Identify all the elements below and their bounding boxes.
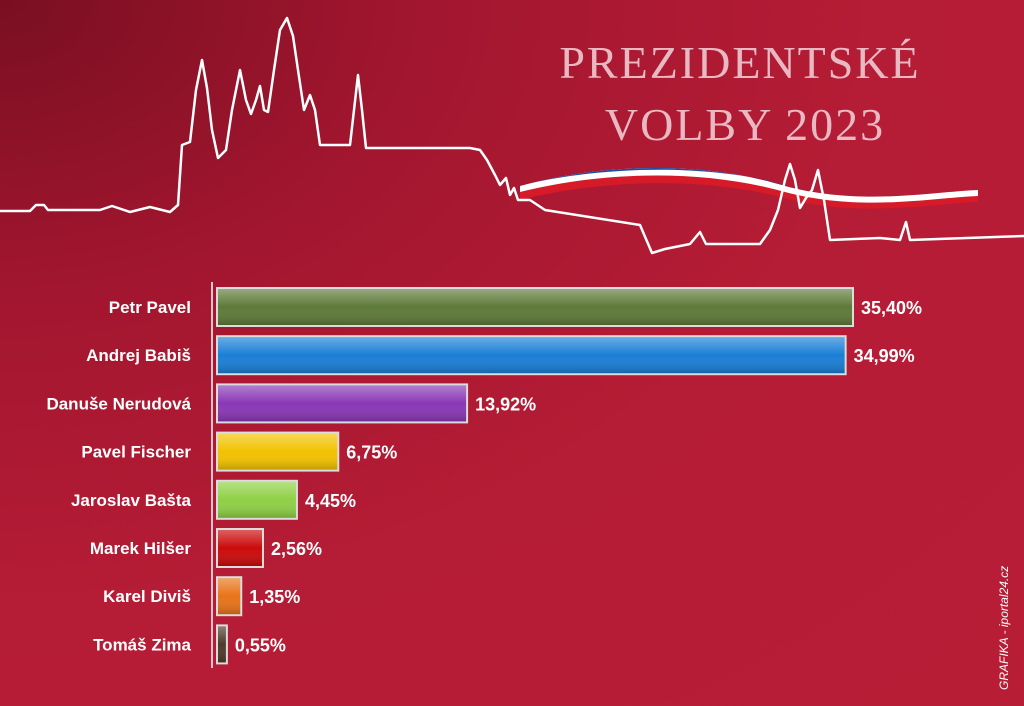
chart-title-line1: PREZIDENTSKÉ [559,37,920,88]
bar-shine [218,337,845,374]
value-label: 6,75% [346,443,397,463]
category-label: Danuše Nerudová [46,394,191,413]
value-label: 1,35% [249,587,300,607]
category-label: Marek Hilšer [90,539,191,558]
value-label: 13,92% [475,394,536,414]
value-label: 35,40% [861,298,922,318]
value-label: 4,45% [305,491,356,511]
value-label: 2,56% [271,539,322,559]
graphics-credit: GRAFIKA - iportal24.cz [997,566,1011,690]
category-label: Karel Diviš [103,587,191,606]
category-label: Tomáš Zima [93,635,191,654]
flag-ribbon [520,167,978,209]
bar-shine [218,433,338,470]
bar-shine [218,530,262,566]
skyline-outline [0,16,1024,255]
bar-series: Petr Pavel 35,40% Andrej Babiš 34,99% Danuše… [46,287,922,665]
category-label: Jaroslav Bašta [71,491,192,510]
bar-shine [218,289,852,325]
category-label: Pavel Fischer [81,443,191,462]
category-label: Petr Pavel [109,298,191,317]
bar-shine [218,385,467,422]
bar-shine [218,578,241,615]
category-label: Andrej Babiš [86,346,191,365]
value-label: 34,99% [854,346,915,366]
bar-shine [218,481,296,518]
chart-title-line2: VOLBY 2023 [605,99,885,150]
bar-shine [218,626,226,663]
value-label: 0,55% [235,635,286,655]
